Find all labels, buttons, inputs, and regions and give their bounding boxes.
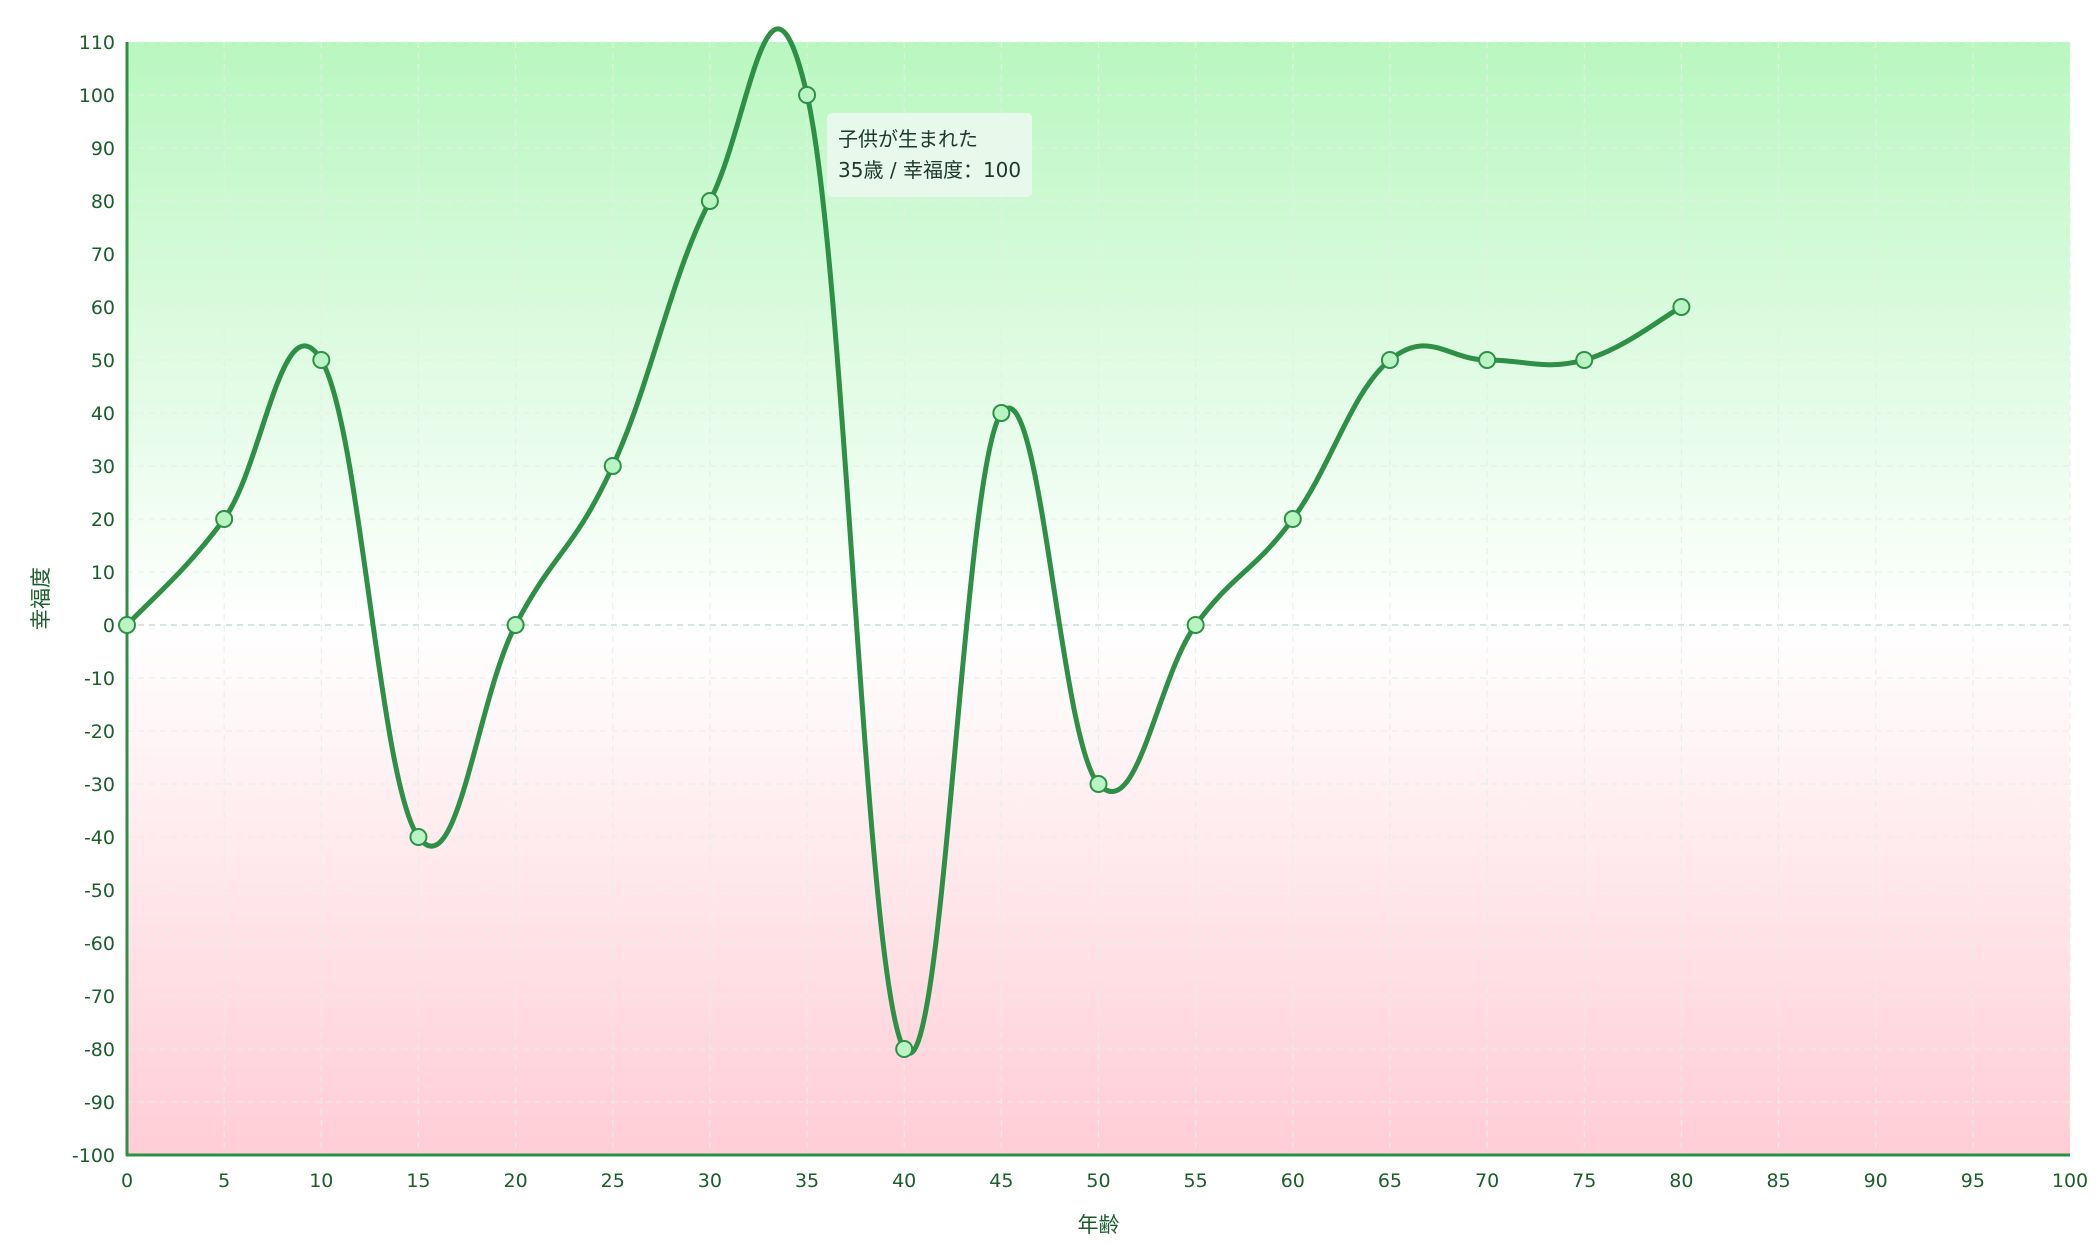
x-tick-label: 85: [1766, 1170, 1790, 1192]
data-point[interactable]: [1380, 351, 1399, 369]
y-tick-label: -50: [84, 880, 115, 902]
data-point[interactable]: [118, 616, 136, 634]
x-tick-label: 50: [1086, 1170, 1110, 1192]
y-tick-label: -30: [84, 774, 115, 796]
y-tick-label: 80: [91, 191, 115, 213]
data-point[interactable]: [312, 351, 331, 369]
y-tick-label: -100: [72, 1145, 115, 1167]
x-tick-label: 25: [601, 1170, 625, 1192]
y-axis-title: 幸福度: [29, 567, 53, 630]
x-tick-label: 100: [2052, 1170, 2088, 1192]
x-tick-label: 5: [218, 1170, 230, 1192]
data-point[interactable]: [1283, 510, 1302, 528]
x-tick-label: 10: [309, 1170, 333, 1192]
y-tick-label: 70: [91, 244, 115, 266]
y-tick-label: 60: [91, 297, 115, 319]
data-point[interactable]: [700, 192, 719, 210]
y-tick-label: 30: [91, 456, 115, 478]
x-tick-label: 45: [989, 1170, 1013, 1192]
x-tick-label: 65: [1378, 1170, 1402, 1192]
series-line: [125, 26, 1683, 1056]
data-point[interactable]: [215, 510, 234, 528]
x-tick-label: 60: [1281, 1170, 1305, 1192]
y-tick-label: 0: [103, 615, 115, 637]
y-tick-label: 50: [91, 350, 115, 372]
axes: [125, 42, 2070, 1157]
tooltip-box: [827, 113, 1033, 197]
y-tick-label: 40: [91, 403, 115, 425]
x-tick-label: 0: [121, 1170, 133, 1192]
tooltip-line-2: 35歳 / 幸福度：100: [838, 158, 1021, 182]
data-point[interactable]: [1186, 616, 1205, 634]
x-tick-label: 35: [795, 1170, 819, 1192]
x-tick-label: 30: [698, 1170, 722, 1192]
x-tick-label: 55: [1184, 1170, 1208, 1192]
x-tick-labels: 0 5 10 15 20 25 30 35 40 45 50 55 60 65 70 75 80 85 90 95 10…: [121, 1170, 2088, 1192]
y-tick-label: -10: [84, 668, 115, 690]
data-point[interactable]: [506, 616, 525, 634]
x-tick-label: 90: [1864, 1170, 1888, 1192]
y-tick-label: -40: [84, 827, 115, 849]
y-tick-label: -60: [84, 933, 115, 955]
tooltip-line-1: 子供が生まれた: [838, 127, 978, 151]
data-point[interactable]: [603, 457, 622, 475]
data-point[interactable]: [1672, 298, 1691, 316]
x-tick-label: 95: [1961, 1170, 1985, 1192]
x-axis-title: 年齢: [1078, 1213, 1120, 1237]
x-tick-label: 70: [1475, 1170, 1499, 1192]
y-tick-label: -70: [84, 986, 115, 1008]
data-point[interactable]: [1575, 351, 1594, 369]
y-tick-label: 10: [91, 562, 115, 584]
data-point[interactable]: [798, 86, 817, 104]
x-tick-label: 75: [1572, 1170, 1596, 1192]
data-points: [118, 86, 1691, 1058]
x-tick-label: 20: [504, 1170, 528, 1192]
y-tick-label: 90: [91, 138, 115, 160]
y-tick-labels: 1101009080706050403020100-10-20-30-40-50…: [72, 32, 115, 1167]
x-tick-label: 80: [1669, 1170, 1693, 1192]
x-tick-label: 40: [892, 1170, 916, 1192]
y-tick-label: -20: [84, 721, 115, 743]
y-tick-label: 110: [79, 32, 115, 54]
data-point[interactable]: [1089, 775, 1108, 793]
y-tick-label: 20: [91, 509, 115, 531]
data-point[interactable]: [1478, 351, 1497, 369]
y-tick-label: -80: [84, 1039, 115, 1061]
y-tick-label: -90: [84, 1092, 115, 1114]
y-tick-label: 100: [79, 85, 115, 107]
data-point[interactable]: [409, 828, 428, 846]
x-tick-label: 15: [406, 1170, 430, 1192]
data-point[interactable]: [895, 1040, 914, 1058]
tooltip: 子供が生まれた 35歳 / 幸福度：100: [827, 113, 1033, 197]
data-point[interactable]: [992, 404, 1011, 422]
